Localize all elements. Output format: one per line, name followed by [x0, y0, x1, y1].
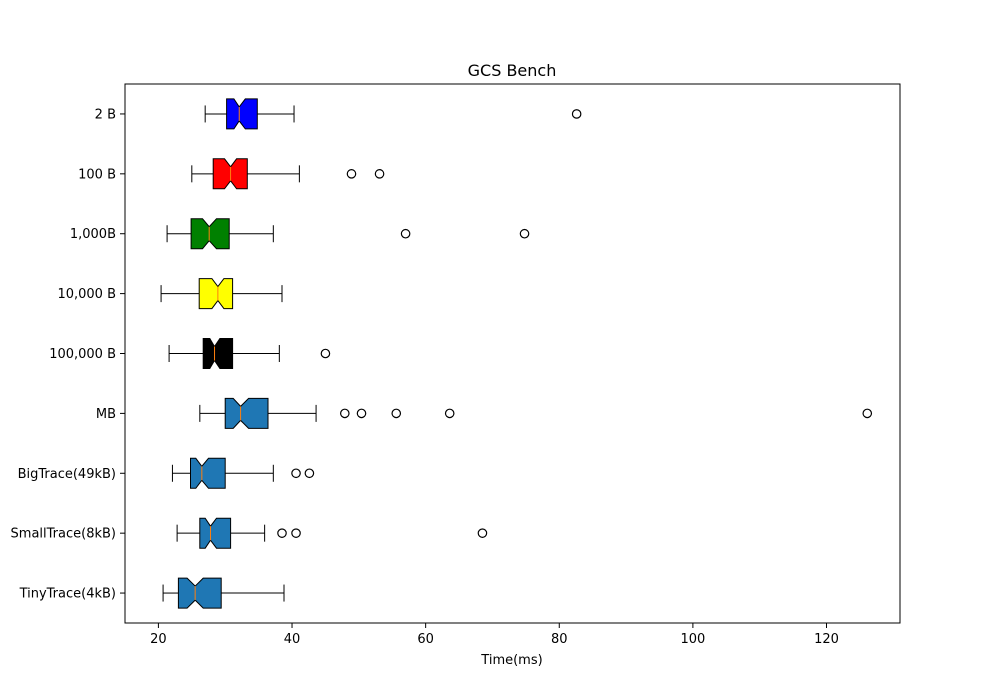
box-10-000-b — [160, 278, 283, 310]
box-1-000b — [166, 218, 530, 250]
outlier-point — [346, 169, 357, 179]
box-body — [199, 517, 232, 549]
box-tinytrace-4kb- — [162, 577, 285, 609]
x-tick-label: 100 — [680, 632, 705, 647]
outlier-point — [291, 468, 301, 479]
y-axis: TinyTrace(4kB) SmallTrace(8kB) BigTrace(49… — [11, 107, 125, 602]
outlier-point — [477, 528, 488, 538]
outlier-point — [356, 408, 367, 419]
y-tick-label: BigTrace(49kB) — [18, 467, 116, 482]
outlier-point — [320, 348, 331, 359]
x-axis-label: Time(ms) — [480, 653, 542, 668]
box-body — [190, 457, 226, 489]
y-tick-label: TinyTrace(4kB) — [19, 587, 116, 602]
box-100-b — [191, 158, 385, 190]
plot-area — [160, 98, 873, 609]
x-axis: 20 40 60 80 100 120 — [150, 623, 839, 647]
box-body — [198, 278, 234, 310]
y-tick-label: 10,000 B — [57, 287, 116, 302]
box-100-000-b — [168, 338, 331, 369]
outlier-point — [304, 468, 315, 479]
x-tick-label: 120 — [814, 632, 839, 647]
box-body — [224, 397, 269, 429]
x-tick-label: 40 — [284, 632, 301, 647]
outlier-point — [862, 408, 873, 419]
outlier-point — [374, 169, 385, 179]
y-tick-label: 2 B — [95, 107, 116, 122]
outlier-point — [291, 528, 301, 538]
box-mb — [199, 397, 873, 429]
box-body — [202, 338, 234, 369]
y-tick-label: 1,000B — [70, 227, 116, 242]
chart-title: GCS Bench — [468, 61, 557, 80]
y-tick-label: 100 B — [78, 167, 116, 182]
outlier-point — [400, 228, 411, 239]
outlier-point — [340, 408, 350, 419]
box-bigtrace-49kb- — [171, 457, 315, 489]
box-body — [190, 218, 230, 250]
outlier-point — [519, 228, 530, 239]
outlier-point — [277, 528, 287, 538]
box-smalltrace-8kb- — [176, 517, 488, 549]
outlier-point — [571, 109, 582, 119]
outlier-point — [391, 408, 402, 419]
y-tick-label: MB — [96, 407, 116, 422]
box-body — [226, 98, 258, 130]
x-tick-label: 60 — [417, 632, 434, 647]
y-tick-label: SmallTrace(8kB) — [11, 527, 116, 542]
box-body — [177, 577, 222, 609]
outlier-point — [444, 408, 455, 419]
box-2-b — [204, 98, 582, 130]
x-tick-label: 20 — [150, 632, 167, 647]
y-tick-label: 100,000 B — [49, 347, 116, 362]
x-tick-label: 80 — [551, 632, 568, 647]
